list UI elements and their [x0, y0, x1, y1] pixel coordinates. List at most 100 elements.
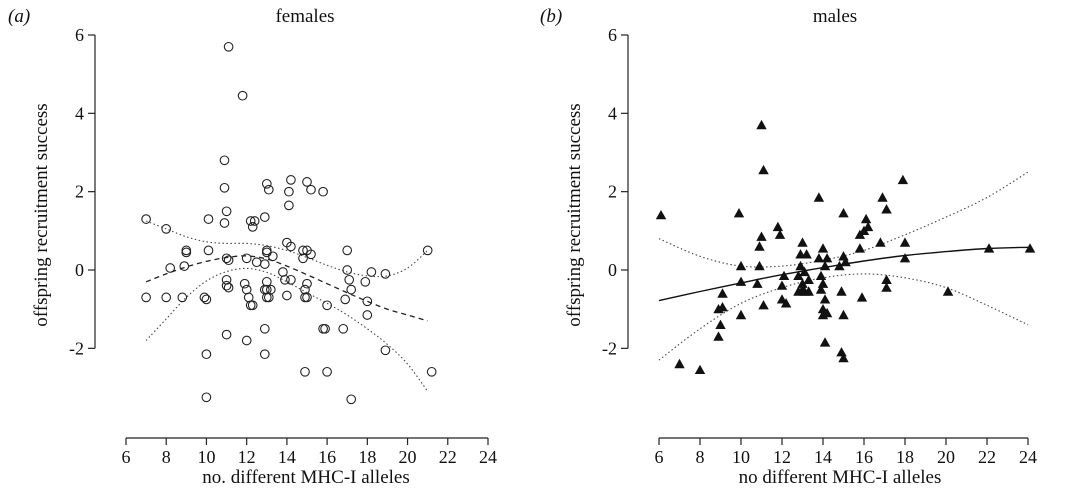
data-point	[983, 243, 995, 253]
data-point	[286, 274, 296, 285]
data-point	[302, 177, 312, 187]
data-point	[856, 292, 868, 302]
x-tick-label-a: 12	[238, 447, 256, 467]
x-tick-label-a: 20	[399, 447, 417, 467]
data-point	[318, 323, 328, 334]
data-point	[259, 349, 270, 360]
data-point	[854, 243, 866, 253]
data-point	[247, 222, 258, 232]
y-tick-label-a: 2	[75, 182, 84, 202]
ci-lower-b	[658, 273, 1029, 361]
x-tick-label-b: 18	[896, 447, 914, 467]
x-tick-label-a: 8	[162, 447, 171, 467]
data-point	[774, 229, 786, 239]
data-point	[754, 241, 765, 251]
confidence-bands-b	[658, 171, 1029, 361]
panel-title-males: males	[813, 6, 857, 27]
data-point	[426, 366, 437, 377]
data-point	[694, 364, 706, 374]
data-point	[860, 213, 872, 224]
data-points-a	[141, 41, 437, 405]
data-point	[758, 300, 769, 310]
data-point	[813, 253, 825, 263]
data-point	[881, 274, 892, 284]
data-point	[875, 237, 886, 247]
data-point	[735, 260, 747, 271]
data-point	[366, 267, 377, 277]
y-tick-label-b: 2	[608, 182, 617, 202]
data-point	[286, 241, 296, 252]
data-point	[259, 212, 270, 222]
x-axis-label-a: no. different MHC-I alleles	[202, 467, 410, 488]
panel-letter-b: (b)	[540, 6, 562, 27]
y-tick-label-a: 0	[75, 260, 84, 280]
data-point	[803, 286, 814, 296]
data-point	[821, 253, 833, 263]
data-point	[203, 214, 214, 224]
data-point	[877, 192, 888, 202]
data-point	[263, 184, 274, 195]
data-point	[259, 259, 270, 269]
data-point	[380, 269, 391, 279]
data-point	[261, 247, 272, 258]
x-tick-label-b: 12	[773, 447, 791, 467]
data-point	[221, 280, 232, 291]
data-point	[897, 174, 909, 185]
x-tick-label-a: 24	[479, 447, 497, 467]
data-point	[201, 349, 212, 360]
data-point	[284, 200, 294, 211]
data-point	[817, 243, 829, 253]
y-tick-label-b: -2	[602, 338, 617, 358]
y-axis-label-b: offspring recruitment success	[564, 103, 585, 326]
data-point	[221, 206, 232, 217]
data-point	[223, 282, 234, 293]
data-point	[179, 261, 190, 271]
x-axis-label-b: no different MHC-I alleles	[739, 467, 942, 488]
x-tick-label-a: 22	[439, 447, 457, 467]
data-point	[1024, 243, 1036, 253]
data-point	[245, 300, 256, 311]
data-point	[219, 155, 230, 166]
data-point	[261, 276, 272, 287]
data-point	[241, 335, 252, 346]
data-point	[715, 319, 726, 329]
x-tick-label-a: 14	[278, 447, 296, 467]
data-point	[817, 278, 829, 288]
x-tick-label-b: 22	[978, 447, 996, 467]
data-point	[259, 323, 270, 334]
data-point	[241, 284, 252, 295]
data-point	[735, 276, 747, 286]
data-point	[181, 245, 192, 256]
data-point	[282, 290, 292, 301]
data-point	[263, 292, 274, 303]
y-tick-label-a: 4	[75, 103, 84, 123]
data-point	[344, 274, 355, 285]
data-point	[756, 119, 767, 130]
data-point	[298, 245, 308, 256]
data-point	[247, 300, 258, 311]
data-point	[265, 284, 276, 295]
data-point	[838, 352, 849, 363]
x-tick-label-b: 14	[814, 447, 832, 467]
data-point	[203, 245, 214, 256]
data-point	[267, 251, 278, 262]
data-point	[346, 284, 357, 295]
x-tick-label-b: 20	[937, 447, 955, 467]
data-point	[165, 263, 176, 273]
data-point	[942, 286, 954, 296]
data-point	[819, 294, 831, 304]
data-point	[302, 292, 312, 303]
x-tick-label-b: 24	[1019, 447, 1037, 467]
data-point	[881, 282, 892, 292]
data-point	[286, 175, 296, 185]
panel-males: (b) males offspring recruitment success …	[540, 6, 1037, 488]
data-point	[717, 288, 728, 298]
data-point	[795, 260, 806, 271]
data-point	[834, 260, 845, 271]
data-point	[284, 186, 294, 197]
data-point	[735, 309, 747, 320]
data-point	[813, 192, 825, 202]
